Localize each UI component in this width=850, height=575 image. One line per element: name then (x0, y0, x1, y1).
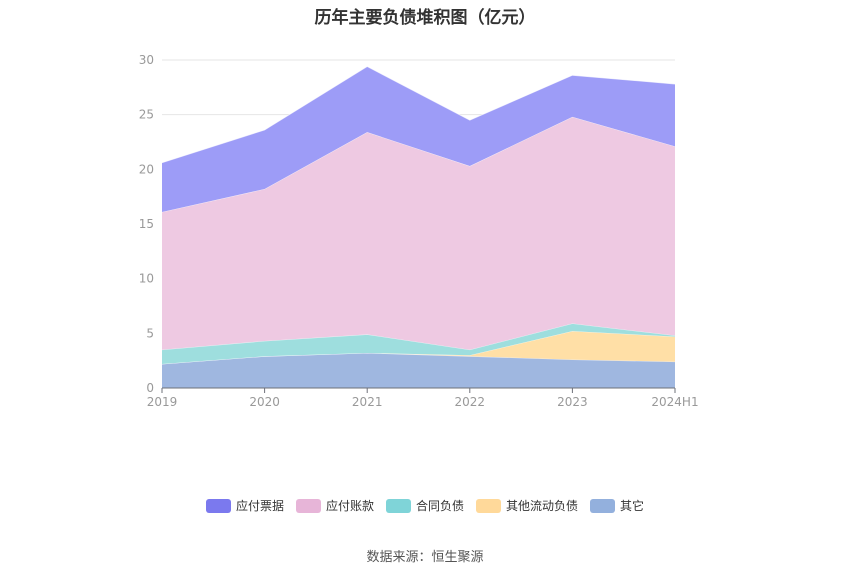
area-edge-4 (161, 66, 676, 164)
x-tick-label: 2024H1 (651, 395, 698, 409)
axis-layer: 0 5 10 15 20 25 30 2019 2020 2021 2022 2023 2024H1 (139, 53, 699, 409)
legend-swatch (385, 498, 411, 513)
area-series-2 (162, 323, 675, 364)
legend-label: 其它 (620, 499, 645, 513)
x-tick-label: 2021 (352, 395, 383, 409)
y-tick-label: 30 (139, 53, 154, 67)
y-tick-label: 5 (146, 326, 154, 340)
y-tick-label: 0 (146, 381, 154, 395)
legend-swatch (295, 498, 321, 513)
legend: 应付票据 应付账款 合同负债 其他流动负债 其它 (0, 497, 850, 514)
chart-canvas: 0 5 10 15 20 25 30 2019 2020 2021 2022 2023 2024H1 (139, 53, 699, 409)
area-series-0 (162, 353, 675, 388)
x-tick-label: 2023 (557, 395, 588, 409)
legend-label: 应付票据 (235, 499, 284, 513)
legend-item[interactable]: 其他流动负债 (476, 497, 578, 514)
y-tick-label: 20 (139, 162, 154, 176)
y-tick-label: 15 (139, 217, 154, 231)
legend-item[interactable]: 应付票据 (205, 497, 284, 514)
legend-swatch (205, 498, 231, 513)
x-tick-label: 2022 (455, 395, 486, 409)
legend-swatch (590, 498, 616, 513)
x-tick-label: 2020 (249, 395, 280, 409)
legend-label: 应付账款 (325, 499, 374, 513)
x-tick-label: 2019 (147, 395, 178, 409)
area-series-4 (162, 66, 675, 212)
y-tick-label: 10 (139, 272, 154, 286)
chart-title: 历年主要负债堆积图（亿元） (314, 8, 536, 28)
legend-label: 合同负债 (415, 499, 464, 513)
legend-label: 其他流动负债 (506, 499, 579, 513)
legend-item[interactable]: 其它 (590, 497, 644, 514)
data-source: 数据来源：恒生聚源 (366, 550, 484, 565)
area-series-1 (162, 331, 675, 364)
legend-item[interactable]: 合同负债 (385, 497, 464, 514)
y-tick-label: 25 (139, 108, 154, 122)
legend-swatch (476, 498, 501, 513)
area-layer (161, 66, 676, 388)
legend-item[interactable]: 应付账款 (295, 497, 374, 514)
